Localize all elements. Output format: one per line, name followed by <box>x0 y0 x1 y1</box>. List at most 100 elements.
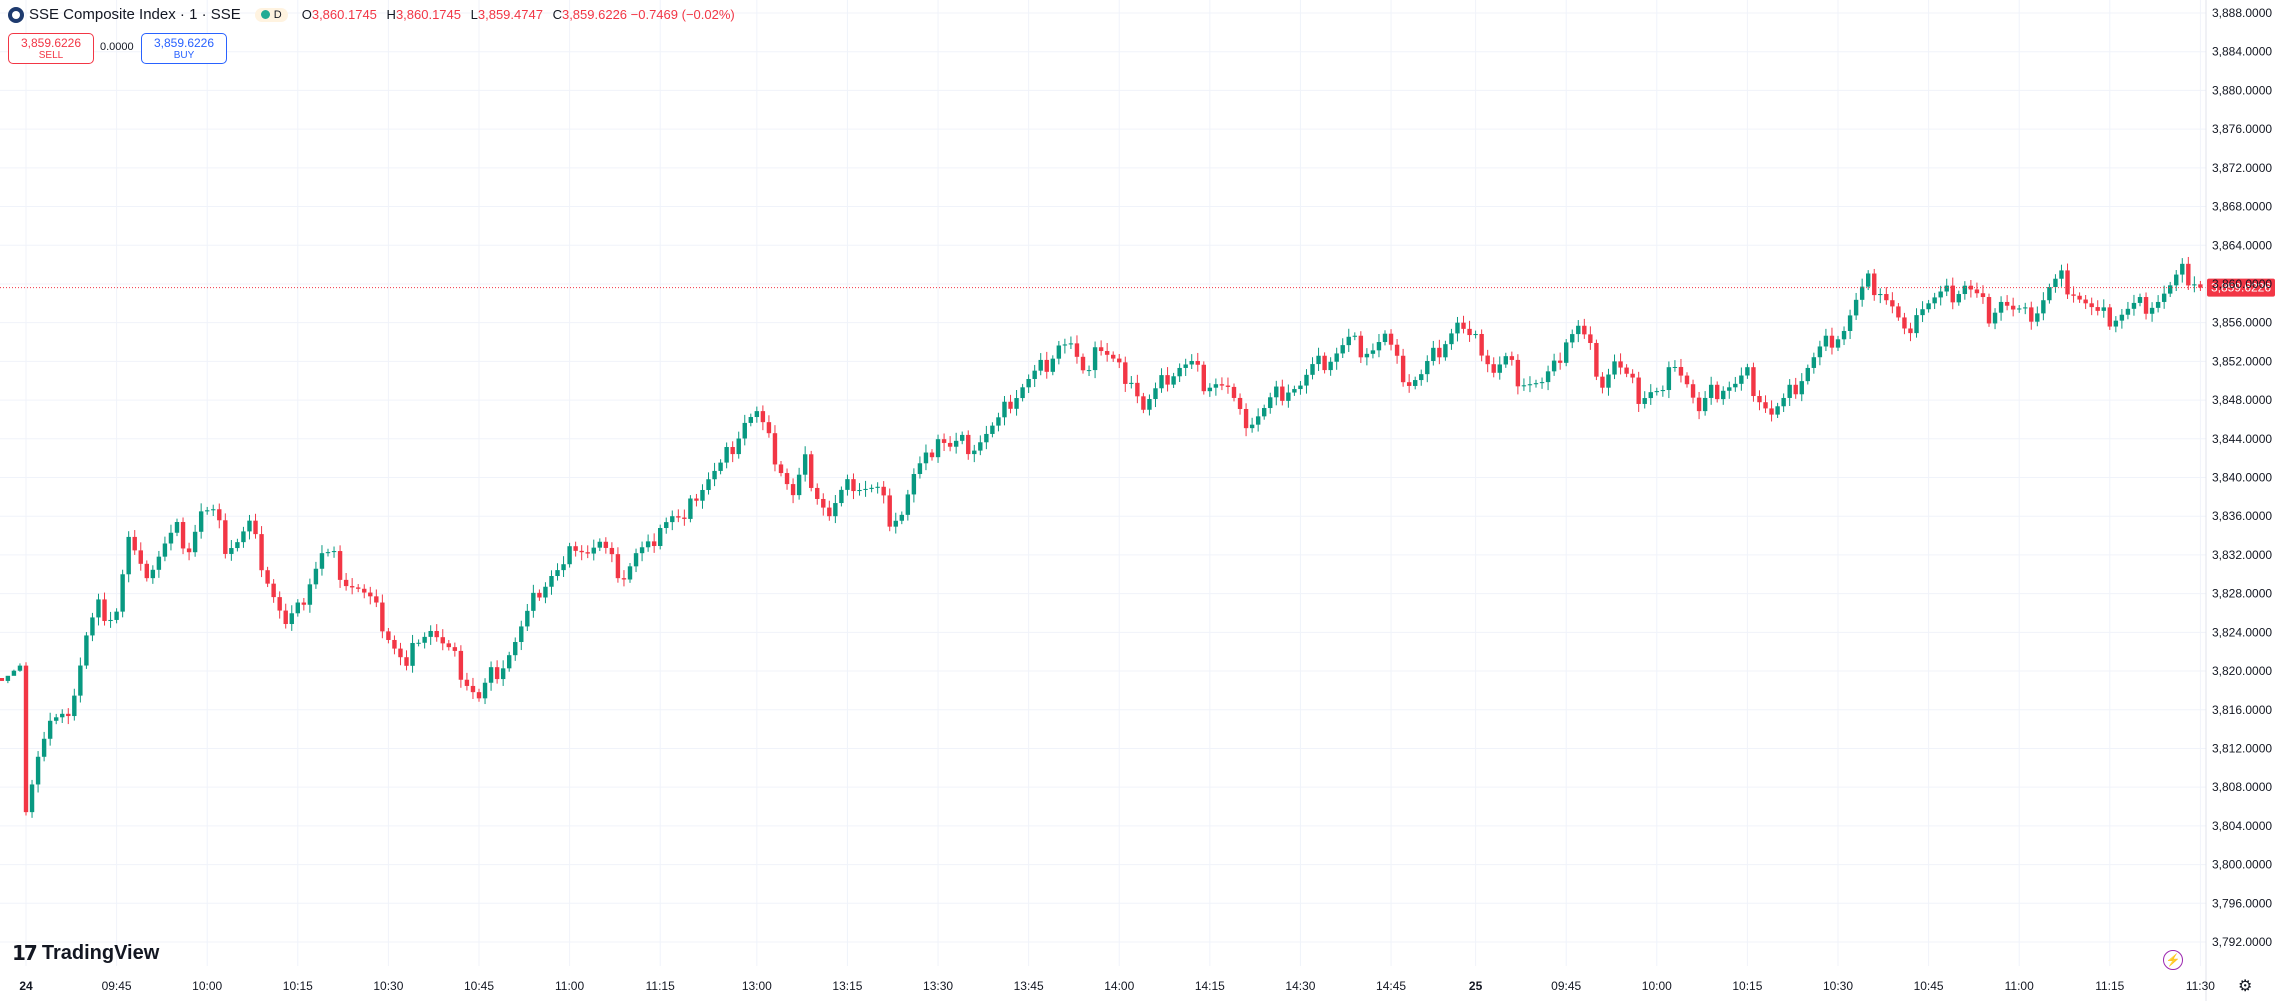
candle-body <box>1461 322 1466 329</box>
candle-body <box>72 695 77 717</box>
sell-label: SELL <box>38 49 64 61</box>
candle-body <box>676 516 681 518</box>
candle-body <box>1165 375 1170 385</box>
candle-body <box>585 552 590 554</box>
candle-body <box>1733 383 1738 388</box>
candle-body <box>289 613 294 625</box>
price-tick-label: 3,828.0000 <box>2212 587 2272 601</box>
lightning-icon[interactable]: ⚡ <box>2163 950 2183 970</box>
candle-body <box>446 643 451 648</box>
candle-body <box>917 463 923 475</box>
sell-button[interactable]: 3,859.6226 SELL <box>8 33 94 64</box>
candle-body <box>494 667 500 680</box>
candle-body <box>960 434 965 441</box>
candle-body <box>1358 335 1364 358</box>
time-tick-label: 24 <box>19 979 33 993</box>
candle-body <box>537 592 542 598</box>
candle-body <box>1920 309 1925 316</box>
candle-body <box>2143 297 2149 314</box>
symbol-title[interactable]: SSE Composite Index · 1 · SSE <box>29 6 241 23</box>
candle-body <box>476 692 482 699</box>
candle-body <box>319 553 325 569</box>
candle-body <box>1835 339 1841 348</box>
candle-body <box>507 655 512 669</box>
candle-body <box>2023 307 2028 309</box>
tradingview-mark-icon: 17 <box>12 941 38 965</box>
candle-body <box>150 569 156 579</box>
settings-gear-icon[interactable]: ⚙ <box>2238 978 2253 995</box>
candle-body <box>2065 270 2070 295</box>
candle-body <box>1002 401 1007 418</box>
candle-body <box>96 599 101 618</box>
candle-body <box>1443 344 1448 358</box>
candle-body <box>1799 381 1804 395</box>
time-tick-label: 11:15 <box>2095 979 2124 993</box>
candle-body <box>748 417 753 423</box>
candle-body <box>851 479 856 492</box>
candle-body <box>1853 299 1859 316</box>
candle-body <box>1388 333 1394 345</box>
candle-body <box>1805 367 1810 382</box>
buy-button[interactable]: 3,859.6226 BUY <box>141 33 227 64</box>
candle-body <box>90 617 95 636</box>
high-key: H <box>386 7 396 22</box>
candle-body <box>349 586 355 588</box>
candle-body <box>2077 295 2082 300</box>
time-tick-label: 14:15 <box>1195 979 1225 993</box>
candle-body <box>1334 353 1339 362</box>
candle-body <box>2095 307 2100 311</box>
price-axis[interactable]: 3,888.0000 3,884.0000 3,880.0000 3,876.0000… <box>2205 0 2272 1001</box>
candle-body <box>2113 320 2119 327</box>
candle-body <box>567 546 572 565</box>
candle-body <box>1666 367 1672 391</box>
market-status-badge[interactable]: D <box>254 7 288 22</box>
time-tick-label: 10:45 <box>464 979 494 993</box>
candle-body <box>1400 355 1406 383</box>
candle-body <box>893 520 898 527</box>
candle-body <box>1286 392 1291 401</box>
candle-body <box>2083 299 2088 304</box>
candle-body <box>2198 284 2203 288</box>
candle-body <box>1823 335 1829 347</box>
candle-body <box>398 648 403 658</box>
candle-body <box>356 587 361 589</box>
candle-body <box>180 522 186 549</box>
candle-body <box>1557 360 1563 363</box>
time-tick-label: 10:30 <box>373 979 403 993</box>
candle-body <box>1600 376 1605 388</box>
candle-body <box>1123 362 1128 384</box>
time-tick-label: 10:15 <box>1732 979 1762 993</box>
candle-body <box>1322 355 1327 371</box>
candle-body <box>1545 371 1551 383</box>
time-tick-label: 09:45 <box>1551 979 1581 993</box>
candle-body <box>1467 328 1472 336</box>
time-tick-label: 25 <box>1469 979 1483 993</box>
time-tick-label: 14:00 <box>1104 979 1134 993</box>
candle-body <box>1914 315 1919 334</box>
candle-body <box>1745 367 1750 376</box>
candle-body <box>114 611 119 620</box>
time-axis[interactable]: 24 09:45 10:00 10:15 10:30 10:45 11:00 11:15 13:… <box>19 979 2215 993</box>
price-tick-label: 3,852.0000 <box>2212 354 2272 368</box>
candle-body <box>1576 325 1581 335</box>
candle-body <box>778 464 784 474</box>
candle-body <box>1908 328 1913 334</box>
candle-body <box>1926 303 1931 310</box>
tradingview-logo[interactable]: 17 TradingView <box>12 941 159 965</box>
candle-body <box>1582 325 1587 335</box>
candle-body <box>1479 333 1484 356</box>
candle-body <box>1533 383 1539 385</box>
candle-body <box>174 522 180 533</box>
candle-body <box>1708 384 1714 398</box>
candle-body <box>549 576 554 587</box>
candle-body <box>1092 347 1098 371</box>
candle-body <box>615 554 621 579</box>
candle-body <box>1038 359 1043 371</box>
candle-body <box>1491 364 1496 373</box>
candle-body <box>923 452 929 464</box>
candle-body <box>11 670 17 676</box>
candle-body <box>1225 385 1231 387</box>
chart-grid <box>0 0 2206 966</box>
candle-body <box>1044 359 1049 372</box>
